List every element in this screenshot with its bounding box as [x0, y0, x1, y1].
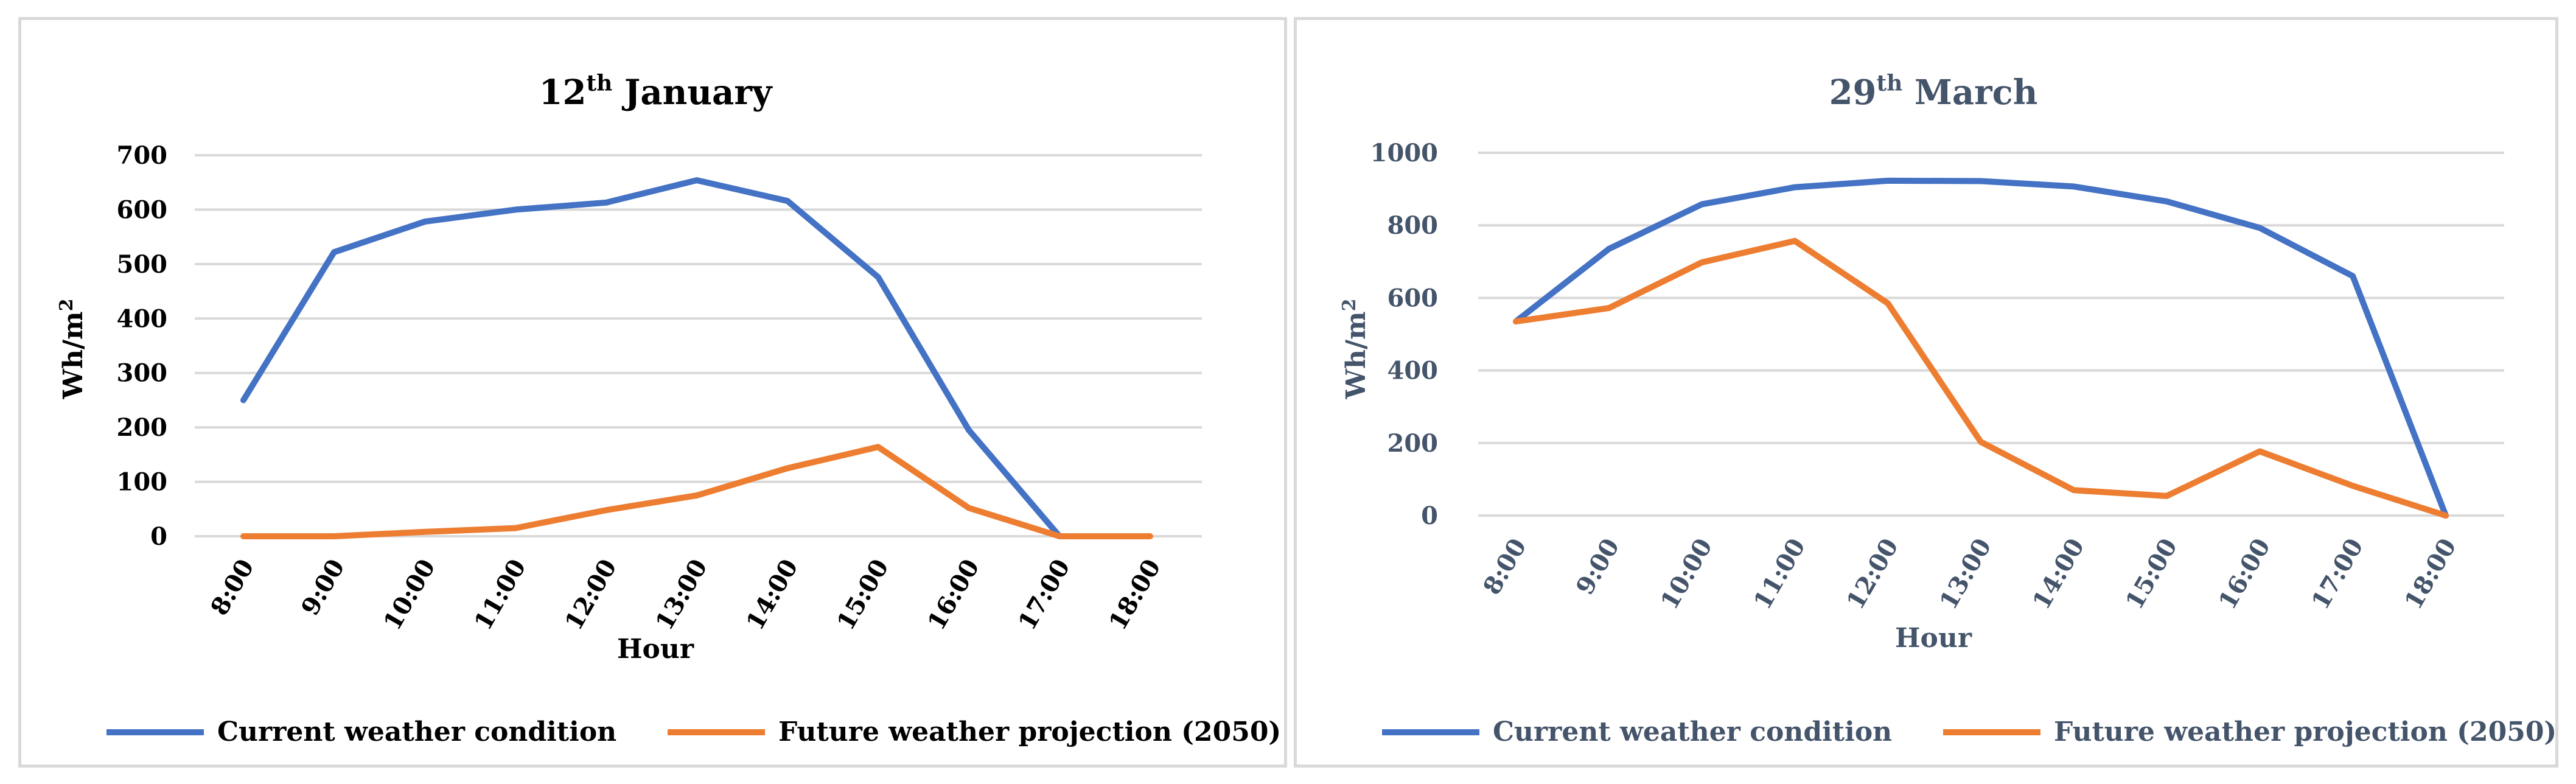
- y-tick-label: 400: [1387, 357, 1439, 385]
- y-tick-label: 0: [1421, 502, 1438, 530]
- x-tick-label: 8:00: [205, 555, 260, 621]
- x-tick-label: 14:00: [741, 555, 804, 635]
- y-axis-label: Wh/m2: [56, 299, 89, 400]
- legend-label-future: Future weather projection (2050): [778, 716, 1281, 747]
- legend-label-current: Current weather condition: [217, 716, 616, 747]
- x-tick-label: 15:00: [2120, 534, 2183, 615]
- x-tick-label: 12:00: [559, 555, 623, 635]
- x-tick-label: 10:00: [378, 555, 441, 635]
- x-tick-label: 18:00: [2399, 534, 2462, 615]
- series-line-future: [1513, 237, 2449, 519]
- legend: Current weather condition Future weather…: [1382, 716, 2557, 747]
- y-tick-label: 200: [1387, 429, 1439, 458]
- x-tick-label: 15:00: [831, 555, 895, 635]
- x-tick-label: 8:00: [1478, 534, 1532, 600]
- line-chart-march: 29th March 0 200 400 600 800 1000 8:00 9:00 10:…: [1339, 71, 2557, 747]
- x-tick-label: 9:00: [296, 555, 351, 621]
- chart-panel-january: 12th January 0 100 200 300 400 500 600 700 8:00…: [18, 17, 1287, 768]
- x-tick-label: 11:00: [469, 555, 532, 635]
- y-axis-label: Wh/m2: [1339, 299, 1372, 400]
- y-tick-label: 600: [117, 195, 168, 224]
- y-tick-label: 1000: [1370, 139, 1438, 167]
- x-tick-label: 13:00: [1934, 534, 1997, 615]
- x-tick-label: 10:00: [1655, 534, 1719, 615]
- y-tick-label: 300: [117, 359, 168, 388]
- chart-title: 29th March: [1829, 71, 2038, 113]
- x-tick-label: 17:00: [2306, 534, 2369, 615]
- chart-title: 12th January: [539, 71, 773, 113]
- y-tick-label: 500: [117, 250, 168, 279]
- y-tick-label: 400: [117, 304, 168, 333]
- x-tick-label: 12:00: [1841, 533, 1904, 614]
- series-line-current: [1513, 177, 2449, 519]
- x-tick-label: 11:00: [1748, 534, 1811, 615]
- y-tick-label: 600: [1387, 284, 1439, 312]
- y-tick-label: 100: [117, 468, 168, 497]
- x-tick-label: 17:00: [1013, 555, 1076, 635]
- x-tick-label: 9:00: [1571, 534, 1625, 600]
- x-tick-label: 14:00: [2027, 534, 2090, 615]
- legend: Current weather condition Future weather…: [106, 716, 1281, 747]
- chart-panel-march: 29th March 0 200 400 600 800 1000 8:00 9:00 10:…: [1294, 17, 2558, 768]
- x-tick-label: 16:00: [2213, 534, 2276, 615]
- series-line-future: [240, 444, 1153, 539]
- y-tick-label: 700: [117, 141, 168, 170]
- y-tick-label: 200: [117, 413, 168, 442]
- y-tick-label: 800: [1387, 211, 1439, 240]
- x-axis-label: Hour: [1895, 623, 1972, 654]
- series-line-current: [240, 177, 1063, 539]
- x-axis-label: Hour: [617, 634, 694, 665]
- x-tick-label: 16:00: [922, 555, 985, 635]
- line-chart-january: 12th January 0 100 200 300 400 500 600 700 8:00…: [56, 71, 1281, 747]
- legend-label-future: Future weather projection (2050): [2054, 716, 2557, 747]
- x-tick-label: 13:00: [650, 555, 713, 635]
- y-tick-label: 0: [150, 522, 167, 551]
- x-tick-label: 18:00: [1103, 555, 1167, 635]
- legend-label-current: Current weather condition: [1493, 716, 1892, 747]
